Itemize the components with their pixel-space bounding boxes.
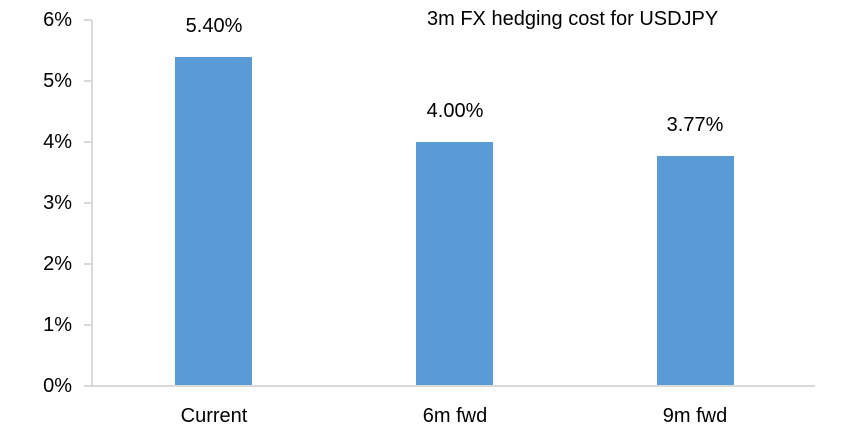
bar-data-label: 4.00% <box>426 100 484 122</box>
bar-6m-fwd <box>416 142 493 386</box>
chart-title: 3m FX hedging cost for USDJPY <box>427 8 719 30</box>
y-tick-label: 2% <box>43 253 72 275</box>
y-tick-label: 1% <box>43 314 72 336</box>
bar-9m-fwd <box>657 156 734 386</box>
y-tick-label: 0% <box>43 375 72 397</box>
y-tick-mark <box>84 202 92 204</box>
y-tick-label: 3% <box>43 192 72 214</box>
x-category-label: 6m fwd <box>422 405 488 427</box>
y-tick-mark <box>84 385 92 387</box>
bar-current <box>175 57 252 386</box>
x-category-label: Current <box>180 405 248 427</box>
y-tick-mark <box>84 80 92 82</box>
y-tick-label: 6% <box>43 9 72 31</box>
y-axis-line <box>91 20 93 387</box>
y-tick-label: 4% <box>43 131 72 153</box>
bar-data-label: 5.40% <box>185 15 243 37</box>
bar-data-label: 3.77% <box>666 114 724 136</box>
x-axis-line <box>91 385 815 387</box>
y-tick-mark <box>84 324 92 326</box>
y-tick-mark <box>84 263 92 265</box>
y-tick-label: 5% <box>43 70 72 92</box>
x-category-label: 9m fwd <box>662 405 728 427</box>
y-tick-mark <box>84 141 92 143</box>
y-tick-mark <box>84 19 92 21</box>
